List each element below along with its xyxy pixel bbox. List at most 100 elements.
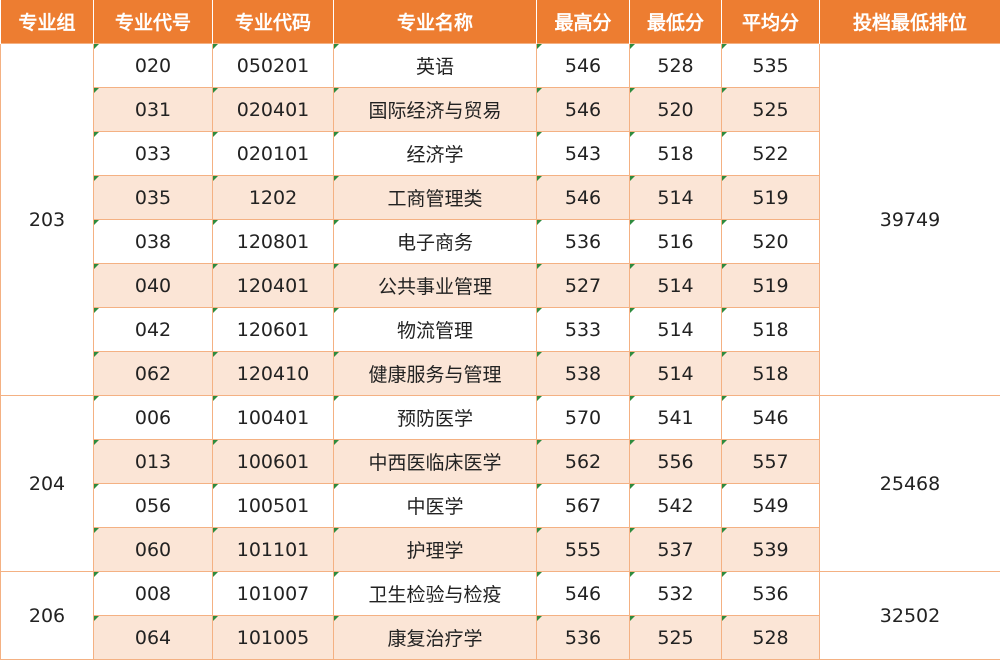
group-cell: 204 [0, 395, 94, 572]
major-name-cell: 工商管理类 [333, 175, 537, 220]
table-row: 038 120801 电子商务 536 516 520 [1, 219, 1000, 264]
major-id-cell: 008 [93, 571, 213, 616]
table-row: 033 020101 经济学 543 518 522 [1, 131, 1000, 176]
header-max-score: 最高分 [536, 0, 630, 44]
max-score-cell: 546 [536, 571, 630, 616]
table-row: 031 020401 国际经济与贸易 546 520 525 [1, 87, 1000, 132]
avg-score-cell: 522 [721, 131, 820, 176]
avg-score-cell: 546 [721, 395, 820, 440]
major-code-cell: 101007 [212, 571, 334, 616]
min-score-cell: 514 [629, 175, 722, 220]
major-name-cell: 国际经济与贸易 [333, 87, 537, 132]
major-code-cell: 050201 [212, 43, 334, 88]
header-major-name: 专业名称 [333, 0, 537, 44]
table-row: 060 101101 护理学 555 537 539 [1, 527, 1000, 572]
max-score-cell: 527 [536, 263, 630, 308]
major-code-cell: 100501 [212, 483, 334, 528]
min-score-cell: 525 [629, 615, 722, 660]
table-row: 206 008 101007 卫生检验与检疫 546 532 536 32502 [0, 571, 1000, 660]
major-name-cell: 中西医临床医学 [333, 439, 537, 484]
table-row: 013 100601 中西医临床医学 562 556 557 [1, 439, 1000, 484]
avg-score-cell: 539 [721, 527, 820, 572]
major-id-cell: 031 [93, 87, 213, 132]
header-avg-score: 平均分 [721, 0, 820, 44]
min-score-cell: 541 [629, 395, 722, 440]
major-name-cell: 中医学 [333, 483, 537, 528]
max-score-cell: 562 [536, 439, 630, 484]
max-score-cell: 546 [536, 43, 630, 88]
major-name-cell: 卫生检验与检疫 [333, 571, 537, 616]
max-score-cell: 543 [536, 131, 630, 176]
avg-score-cell: 520 [721, 219, 820, 264]
major-id-cell: 035 [93, 175, 213, 220]
max-score-cell: 536 [536, 615, 630, 660]
major-name-cell: 电子商务 [333, 219, 537, 264]
major-code-cell: 120401 [212, 263, 334, 308]
min-score-cell: 514 [629, 263, 722, 308]
avg-score-cell: 536 [721, 571, 820, 616]
major-code-cell: 100601 [212, 439, 334, 484]
max-score-cell: 533 [536, 307, 630, 352]
header-min-rank: 投档最低排位 [819, 0, 1000, 44]
major-code-cell: 120601 [212, 307, 334, 352]
major-name-cell: 经济学 [333, 131, 537, 176]
max-score-cell: 546 [536, 175, 630, 220]
avg-score-cell: 518 [721, 351, 820, 396]
avg-score-cell: 535 [721, 43, 820, 88]
major-name-cell: 护理学 [333, 527, 537, 572]
min-score-cell: 518 [629, 131, 722, 176]
major-code-cell: 020401 [212, 87, 334, 132]
table-row: 035 1202 工商管理类 546 514 519 [1, 175, 1000, 220]
group-cell: 203 [0, 43, 94, 396]
table-row: 203 020 050201 英语 546 528 535 39749 [0, 43, 1000, 396]
avg-score-cell: 519 [721, 263, 820, 308]
major-id-cell: 033 [93, 131, 213, 176]
major-name-cell: 健康服务与管理 [333, 351, 537, 396]
min-rank-cell: 25468 [819, 395, 1000, 572]
major-id-cell: 042 [93, 307, 213, 352]
major-code-cell: 100401 [212, 395, 334, 440]
major-id-cell: 013 [93, 439, 213, 484]
group-cell: 206 [0, 571, 94, 660]
major-name-cell: 英语 [333, 43, 537, 88]
avg-score-cell: 519 [721, 175, 820, 220]
header-min-score: 最低分 [629, 0, 722, 44]
min-score-cell: 542 [629, 483, 722, 528]
major-code-cell: 101101 [212, 527, 334, 572]
table-row: 042 120601 物流管理 533 514 518 [1, 307, 1000, 352]
table-row: 062 120410 健康服务与管理 538 514 518 [1, 351, 1000, 396]
min-score-cell: 516 [629, 219, 722, 264]
avg-score-cell: 525 [721, 87, 820, 132]
major-name-cell: 物流管理 [333, 307, 537, 352]
table-row: 064 101005 康复治疗学 536 525 528 [1, 615, 1000, 660]
header-major-id: 专业代号 [93, 0, 213, 44]
major-code-cell: 101005 [212, 615, 334, 660]
max-score-cell: 546 [536, 87, 630, 132]
major-id-cell: 040 [93, 263, 213, 308]
major-code-cell: 120801 [212, 219, 334, 264]
avg-score-cell: 518 [721, 307, 820, 352]
min-score-cell: 532 [629, 571, 722, 616]
avg-score-cell: 557 [721, 439, 820, 484]
header-group: 专业组 [0, 0, 94, 44]
max-score-cell: 555 [536, 527, 630, 572]
avg-score-cell: 528 [721, 615, 820, 660]
major-name-cell: 预防医学 [333, 395, 537, 440]
min-score-cell: 520 [629, 87, 722, 132]
major-name-cell: 康复治疗学 [333, 615, 537, 660]
min-score-cell: 537 [629, 527, 722, 572]
min-score-cell: 556 [629, 439, 722, 484]
max-score-cell: 538 [536, 351, 630, 396]
min-score-cell: 514 [629, 307, 722, 352]
major-id-cell: 020 [93, 43, 213, 88]
max-score-cell: 536 [536, 219, 630, 264]
min-score-cell: 528 [629, 43, 722, 88]
max-score-cell: 567 [536, 483, 630, 528]
table-body: 203 020 050201 英语 546 528 535 39749 031 020401 国际经… [0, 43, 1000, 660]
major-id-cell: 064 [93, 615, 213, 660]
table-row: 040 120401 公共事业管理 527 514 519 [1, 263, 1000, 308]
max-score-cell: 570 [536, 395, 630, 440]
major-name-cell: 公共事业管理 [333, 263, 537, 308]
min-score-cell: 514 [629, 351, 722, 396]
